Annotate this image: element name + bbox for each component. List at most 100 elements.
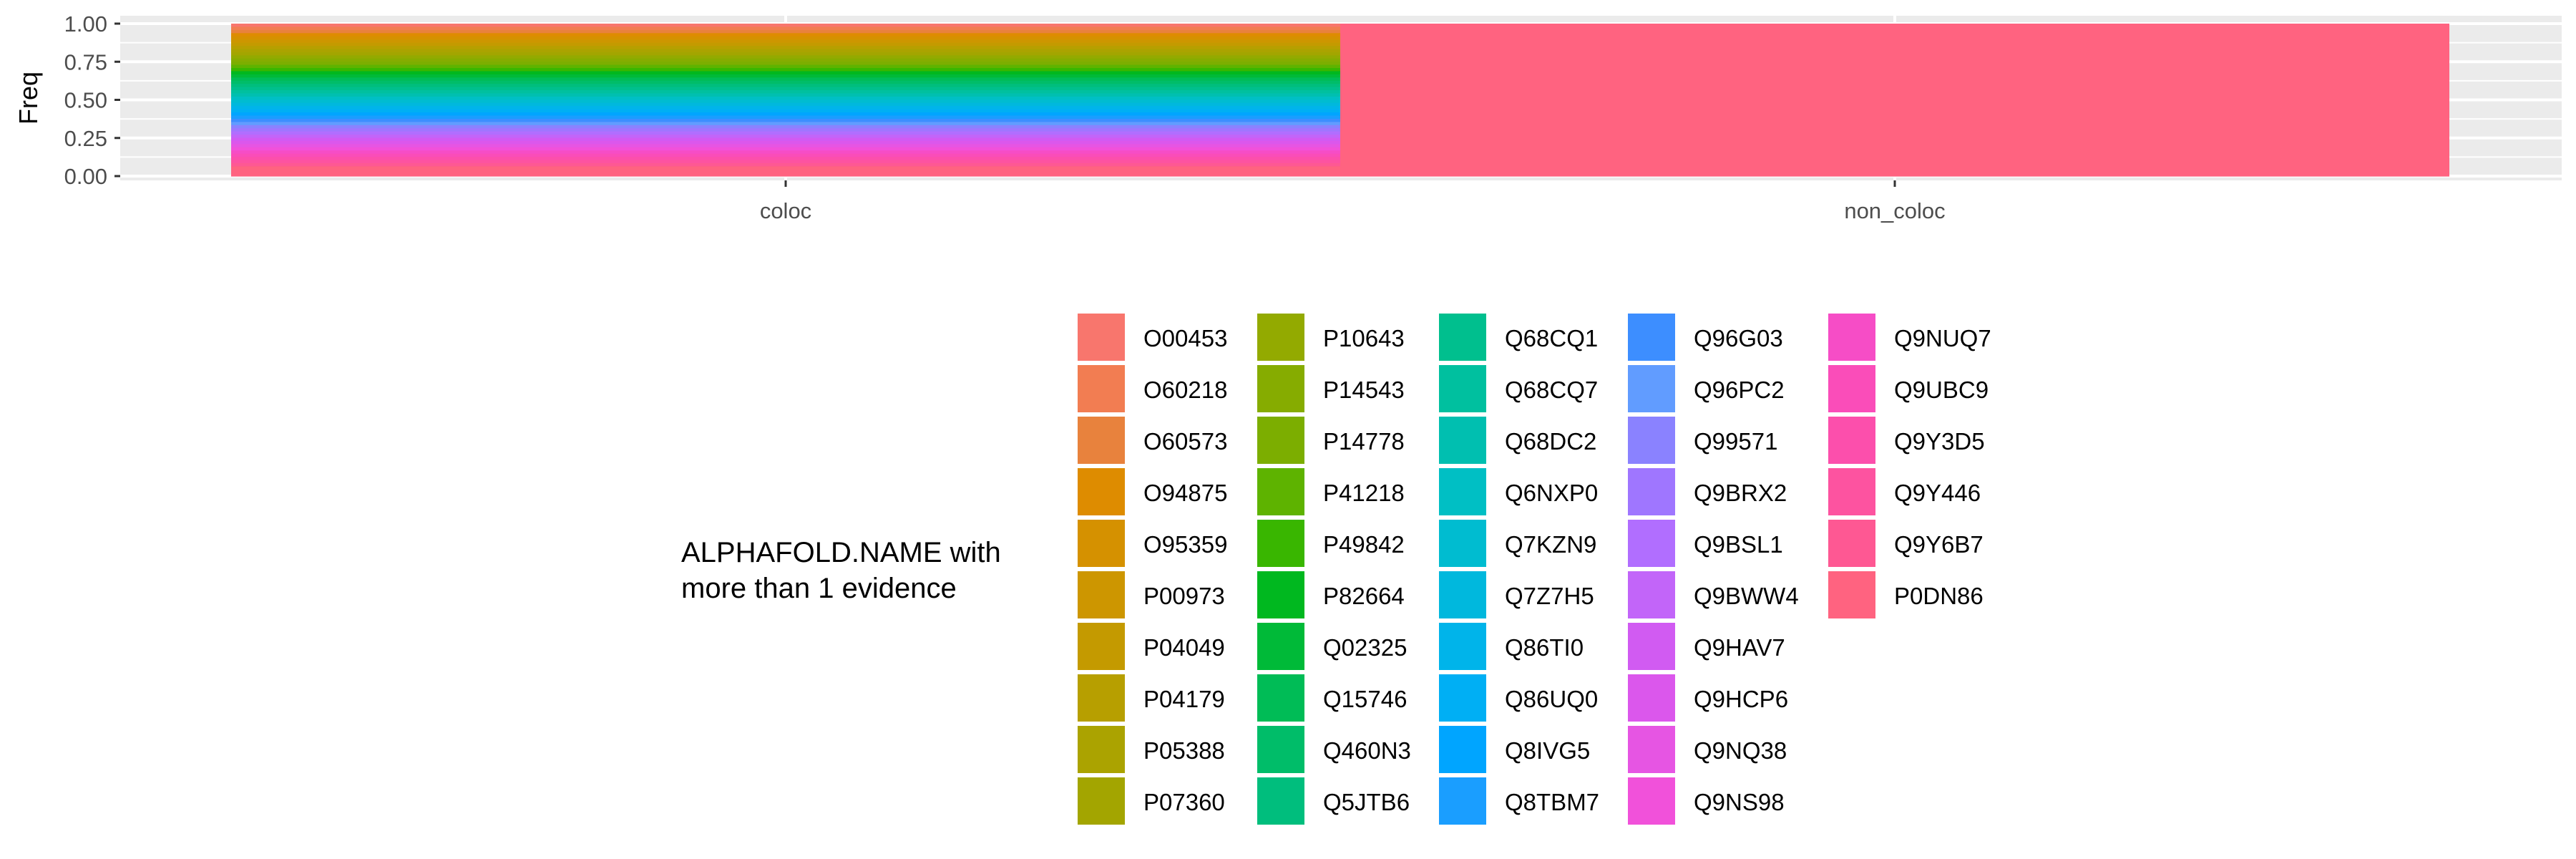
bar-segment-coloc-P41218 (231, 64, 1340, 69)
legend-key-Q6NXP0 (1438, 467, 1488, 517)
bar-segment-coloc-Q86UQ0 (231, 109, 1340, 113)
legend-key-Q9HCP6 (1626, 673, 1677, 723)
legend-label: Q460N3 (1323, 737, 1411, 764)
legend-key-O95359 (1076, 518, 1126, 568)
legend-label: Q9BSL1 (1694, 531, 1783, 558)
bar-segment-coloc-Q9Y446 (231, 160, 1340, 164)
legend-key-Q9BWW4 (1626, 570, 1677, 620)
legend-key-Q86UQ0 (1438, 673, 1488, 723)
bar-segment-coloc-Q460N3 (231, 80, 1340, 84)
legend-key-P49842 (1256, 518, 1306, 568)
legend-label: P04179 (1143, 686, 1225, 712)
bar-segment-coloc-Q6NXP0 (231, 96, 1340, 100)
bar-segment-coloc-Q02325 (231, 74, 1340, 78)
bar-segment-coloc-P07360 (231, 52, 1340, 56)
bar-segment-coloc-P14543 (231, 58, 1340, 62)
legend-key-P41218 (1256, 467, 1306, 517)
legend-key-Q9Y3D5 (1827, 415, 1877, 465)
legend-key-Q96PC2 (1626, 364, 1677, 414)
x-axis: coloc non_coloc (760, 180, 1946, 223)
legend-label: Q6NXP0 (1505, 480, 1598, 506)
bar-segment-coloc-Q9NQ38 (231, 144, 1340, 148)
legend-label: Q9BRX2 (1694, 480, 1787, 506)
bar-segment-coloc-Q7KZN9 (231, 100, 1340, 104)
legend-title-line-1: ALPHAFOLD.NAME with (681, 537, 1001, 568)
legend-label: O60218 (1143, 377, 1227, 403)
legend-label: Q9Y6B7 (1894, 531, 1984, 558)
legend-label: Q9Y446 (1894, 480, 1981, 506)
legend-key-P10643 (1256, 312, 1306, 362)
legend-label: Q9HAV7 (1694, 634, 1785, 661)
legend-key-P00973 (1076, 570, 1126, 620)
legend-label: P14778 (1323, 428, 1405, 455)
legend-title-line-2: more than 1 evidence (681, 573, 957, 604)
legend-key-Q9BSL1 (1626, 518, 1677, 568)
legend-label: Q9Y3D5 (1894, 428, 1985, 455)
bar-segment-non_coloc-P0DN86 (1340, 24, 2449, 177)
bar-segment-coloc-Q8TBM7 (231, 115, 1340, 120)
legend-label: Q9BWW4 (1694, 583, 1799, 609)
legend-label: P49842 (1323, 531, 1405, 558)
legend-key-Q7KZN9 (1438, 518, 1488, 568)
y-axis: 0.00 0.25 0.50 0.75 1.00 (64, 11, 120, 189)
bar-segment-coloc-Q9BRX2 (231, 128, 1340, 132)
legend-label: P14543 (1323, 377, 1405, 403)
y-tick-label: 0.75 (64, 49, 107, 74)
legend-label: Q99571 (1694, 428, 1777, 455)
legend-key-P82664 (1256, 570, 1306, 620)
bar-segment-coloc-Q5JTB6 (231, 84, 1340, 88)
bar-segment-coloc-P00973 (231, 39, 1340, 44)
legend-label: O00453 (1143, 325, 1227, 351)
bar-segment-coloc-Q9BWW4 (231, 135, 1340, 139)
legend-label: P0DN86 (1894, 583, 1984, 609)
legend-label: Q96G03 (1694, 325, 1783, 351)
legend-key-Q68CQ7 (1438, 364, 1488, 414)
legend-label: O95359 (1143, 531, 1227, 558)
legend-key-Q9Y446 (1827, 467, 1877, 517)
bar-segment-coloc-Q9NS98 (231, 147, 1340, 151)
legend-key-Q9BRX2 (1626, 467, 1677, 517)
legend-label: Q15746 (1323, 686, 1407, 712)
legend-label: O60573 (1143, 428, 1227, 455)
legend-label: Q9NQ38 (1694, 737, 1787, 764)
legend-label: Q9NS98 (1694, 789, 1785, 815)
bar-segment-coloc-Q96PC2 (231, 122, 1340, 126)
legend-label: Q68DC2 (1505, 428, 1596, 455)
legend-key-P14543 (1256, 364, 1306, 414)
legend-key-Q86TI0 (1438, 621, 1488, 671)
legend-key-P04049 (1076, 621, 1126, 671)
legend-label: Q68CQ1 (1505, 325, 1598, 351)
legend-label: Q9NUQ7 (1894, 325, 1991, 351)
x-tick-label: non_coloc (1844, 198, 1945, 223)
legend-key-P05388 (1076, 724, 1126, 775)
legend: ALPHAFOLD.NAME with more than 1 evidence… (681, 312, 1991, 826)
y-tick-label: 0.00 (64, 164, 107, 189)
legend-key-P0DN86 (1827, 570, 1877, 620)
legend-key-P04179 (1076, 673, 1126, 723)
bar-segment-coloc-Q9HAV7 (231, 137, 1340, 142)
legend-key-O60573 (1076, 415, 1126, 465)
legend-key-Q9Y6B7 (1827, 518, 1877, 568)
bars (231, 24, 2449, 177)
legend-label: Q86TI0 (1505, 634, 1584, 661)
bar-segment-coloc-P14778 (231, 62, 1340, 66)
legend-label: Q5JTB6 (1323, 789, 1410, 815)
y-tick-label: 1.00 (64, 11, 107, 37)
y-tick-label: 0.25 (64, 126, 107, 151)
bar-segment-coloc-Q9HCP6 (231, 140, 1340, 145)
bar-segment-coloc-Q9Y3D5 (231, 157, 1340, 161)
legend-label: Q9HCP6 (1694, 686, 1788, 712)
legend-key-Q99571 (1626, 415, 1677, 465)
legend-key-Q96G03 (1626, 312, 1677, 362)
legend-label: Q8TBM7 (1505, 789, 1599, 815)
bar-segment-coloc-P82664 (231, 71, 1340, 75)
legend-key-Q68DC2 (1438, 415, 1488, 465)
legend-key-Q8IVG5 (1438, 724, 1488, 775)
bar-segment-coloc-Q68DC2 (231, 93, 1340, 97)
legend-label: O94875 (1143, 480, 1227, 506)
bar-segment-coloc-Q7Z7H5 (231, 102, 1340, 107)
bar-segment-coloc-Q86TI0 (231, 106, 1340, 110)
legend-label: Q7KZN9 (1505, 531, 1596, 558)
bar-segment-coloc-P10643 (231, 55, 1340, 59)
